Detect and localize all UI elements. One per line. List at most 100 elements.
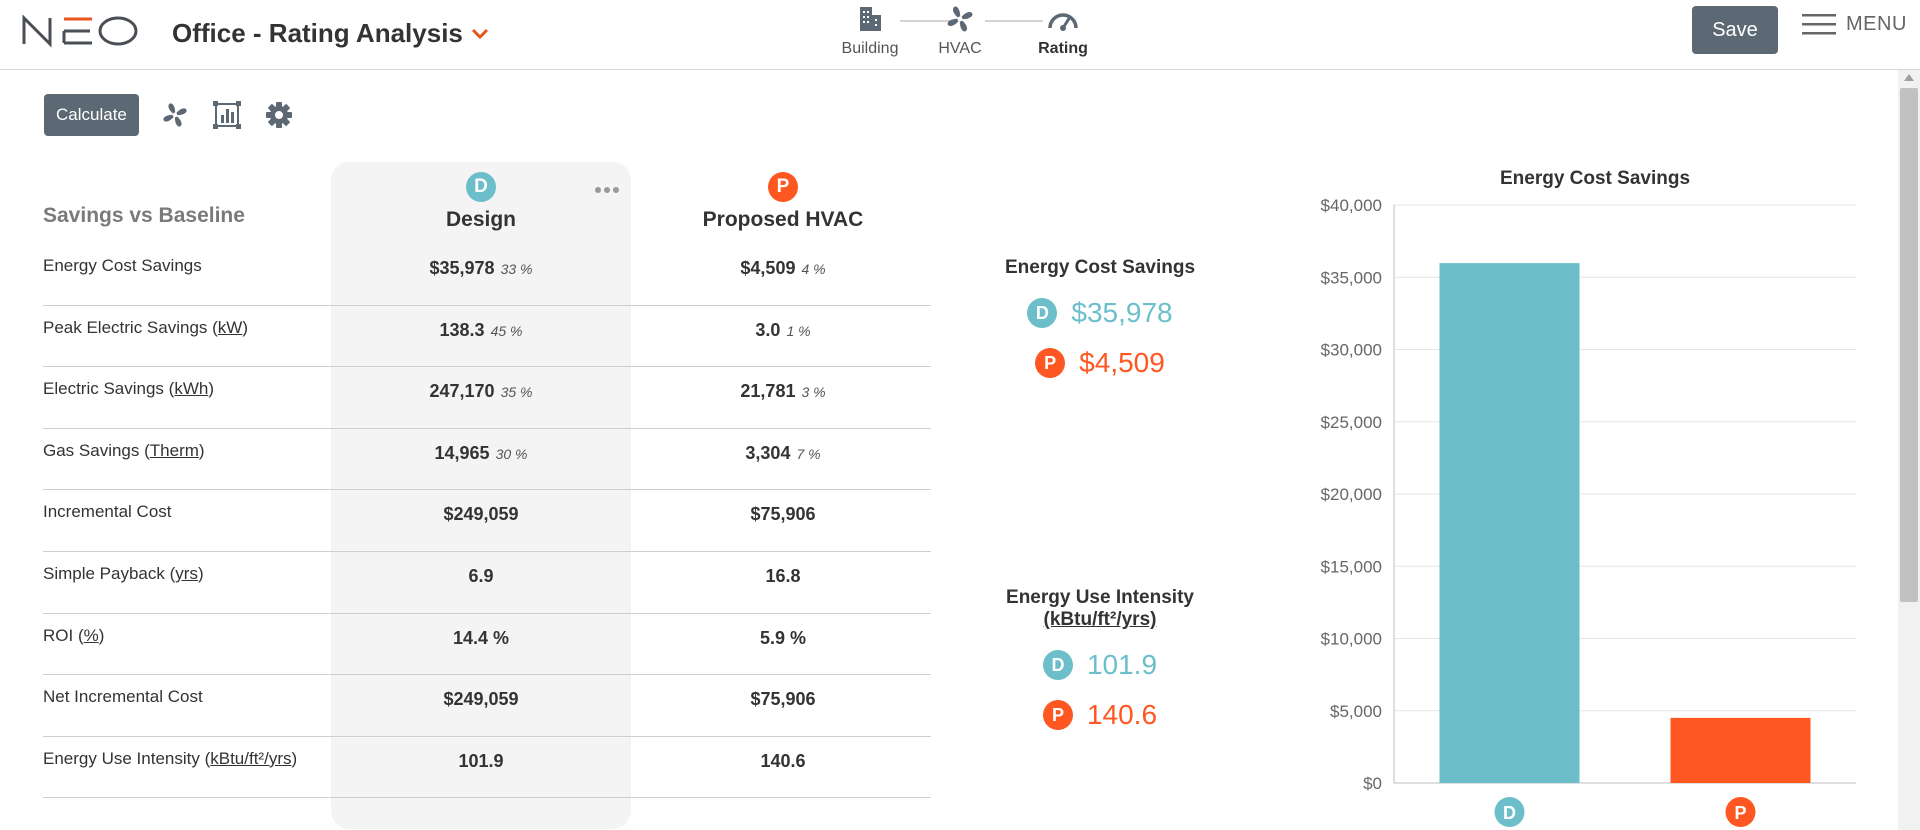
design-value: 14,965 xyxy=(434,442,490,463)
workflow-stepper: Building HVAC xyxy=(820,2,1100,66)
step-hvac[interactable]: HVAC xyxy=(910,2,1010,58)
unit-link[interactable]: kWh xyxy=(174,379,209,399)
row-label-text: Energy Use Intensity xyxy=(43,748,200,768)
proposed-cell: $75,906 xyxy=(633,504,933,525)
step-label-building: Building xyxy=(841,40,899,57)
proposed-percent: 3 % xyxy=(801,384,826,401)
design-percent: 35 % xyxy=(500,384,533,401)
neo-logo[interactable] xyxy=(20,12,140,53)
project-title-dropdown[interactable]: Office - Rating Analysis xyxy=(172,18,489,49)
summary-eui-unit[interactable]: (kBtu/ft²/yrs) xyxy=(1043,609,1157,630)
design-value: $35,978 xyxy=(429,258,495,278)
design-value: 247,170 xyxy=(429,381,495,402)
proposed-value: $75,906 xyxy=(750,504,816,525)
fan-icon[interactable] xyxy=(159,99,191,131)
design-value: 14.4 % xyxy=(452,627,510,648)
bar-p xyxy=(1670,717,1811,783)
proposed-value: 16.8 xyxy=(765,565,801,586)
gauge-icon xyxy=(1013,2,1113,36)
y-tick-label: $25,000 xyxy=(1321,413,1382,432)
step-building[interactable]: Building xyxy=(820,2,920,58)
y-tick-label: $10,000 xyxy=(1321,630,1382,649)
row-label-text: Net Incremental Cost xyxy=(43,687,203,707)
table-row: Net Incremental Cost $249,059 $75,906 xyxy=(43,675,931,737)
app-header: Office - Rating Analysis Building xyxy=(0,0,1920,70)
x-tick-badge xyxy=(1494,797,1525,827)
table-row: Simple Payback (yrs) 6.9 16.8 xyxy=(43,552,931,614)
gear-icon[interactable] xyxy=(263,99,295,131)
proposed-value: 5.9 % xyxy=(759,627,807,648)
unit-link[interactable]: kBtu/ft²/yrs xyxy=(210,748,292,768)
summary-eui: Energy Use Intensity (kBtu/ft²/yrs) D 10… xyxy=(1000,587,1200,731)
vertical-scrollbar[interactable] xyxy=(1898,70,1920,830)
table-row: Electric Savings (kWh) 247,170 35 % 21,781 3… xyxy=(43,367,931,429)
bar-d xyxy=(1439,263,1580,783)
summary-cost: Energy Cost Savings D $35,978 P $4,509 xyxy=(1000,257,1200,379)
design-cell: $249,059 xyxy=(331,689,631,710)
row-label-text: ROI xyxy=(43,625,74,645)
menu-button[interactable]: MENU xyxy=(1802,12,1907,36)
proposed-cell: 5.9 % xyxy=(633,628,933,649)
unit-link[interactable]: yrs xyxy=(175,563,198,583)
row-label: Energy Cost Savings xyxy=(43,256,202,276)
scroll-thumb[interactable] xyxy=(1900,88,1918,602)
row-label-text: Simple Payback xyxy=(43,563,165,583)
chevron-down-icon xyxy=(471,28,488,39)
row-label: Gas Savings (Therm) xyxy=(43,440,205,460)
step-rating[interactable]: Rating xyxy=(1013,2,1113,58)
proposed-cell: 140.6 xyxy=(633,751,933,772)
scroll-up-arrow-icon[interactable] xyxy=(1904,74,1914,81)
chart-canvas: $0 $5,000 $10,000 $15,000 $20,000 $25,000 $30,… xyxy=(1321,196,1856,827)
proposed-cell: 3.0 1 % xyxy=(633,320,933,341)
proposed-value: $4,509 xyxy=(740,258,796,278)
y-tick-label: $35,000 xyxy=(1321,268,1382,287)
column-header-design: D Design xyxy=(331,172,631,232)
design-value: 138.3 xyxy=(439,319,485,340)
design-column-highlight xyxy=(331,162,631,829)
unit-link[interactable]: Therm xyxy=(149,440,199,460)
row-label: Electric Savings (kWh) xyxy=(43,379,214,399)
design-cell: 138.3 45 % xyxy=(331,320,631,341)
unit-link[interactable]: % xyxy=(83,625,99,645)
calculate-button[interactable]: Calculate xyxy=(44,94,139,136)
table-row: Incremental Cost $249,059 $75,906 xyxy=(43,490,931,552)
row-label: ROI (%) xyxy=(43,625,105,645)
proposed-value: 21,781 xyxy=(740,381,796,402)
menu-label: MENU xyxy=(1846,12,1907,35)
y-tick-label: $15,000 xyxy=(1321,557,1382,576)
summary-cost-proposed-value: $4,509 xyxy=(1079,347,1165,378)
design-value: $249,059 xyxy=(443,504,519,525)
unit-link[interactable]: kW xyxy=(217,317,243,337)
fan-icon xyxy=(910,2,1010,36)
row-label-text: Gas Savings xyxy=(43,440,140,460)
chart-icon[interactable] xyxy=(211,99,243,131)
save-button[interactable]: Save xyxy=(1692,6,1778,54)
building-icon xyxy=(820,2,920,36)
proposed-cell: $4,509 4 % xyxy=(633,258,933,279)
design-value: 101.9 xyxy=(458,750,504,771)
column-name-design: Design xyxy=(445,208,516,231)
design-cell: 247,170 35 % xyxy=(331,381,631,402)
design-percent: 45 % xyxy=(490,322,523,339)
table-row: Gas Savings (Therm) 14,965 30 % 3,304 7 % xyxy=(43,429,931,491)
step-connector xyxy=(985,20,1043,22)
proposed-badge: P xyxy=(1042,700,1073,730)
toolbar: Calculate xyxy=(44,94,295,136)
proposed-value: 3,304 xyxy=(745,442,791,463)
row-label: Simple Payback (yrs) xyxy=(43,563,204,583)
row-label: Energy Use Intensity (kBtu/ft²/yrs) xyxy=(43,748,298,768)
step-connector xyxy=(900,20,958,22)
proposed-percent: 7 % xyxy=(796,445,821,462)
row-label: Incremental Cost xyxy=(43,502,172,522)
row-label-text: Electric Savings xyxy=(43,379,164,399)
more-options-icon[interactable] xyxy=(594,182,620,200)
savings-table: Energy Cost Savings $35,978 33 % $4,509 4 % P… xyxy=(43,244,933,799)
table-row: Peak Electric Savings (kW) 138.3 45 % 3.0 1 … xyxy=(43,306,931,368)
y-tick-label: $20,000 xyxy=(1321,485,1382,504)
column-name-proposed: Proposed HVAC xyxy=(702,208,864,231)
energy-cost-savings-chart: Energy Cost Savings $0 $5,000 $10,000 $15,0… xyxy=(1290,160,1870,830)
design-cell: 14.4 % xyxy=(331,628,631,649)
design-value: $249,059 xyxy=(443,689,519,710)
summary-eui-proposed-value: 140.6 xyxy=(1086,699,1158,730)
design-percent: 33 % xyxy=(500,261,533,277)
